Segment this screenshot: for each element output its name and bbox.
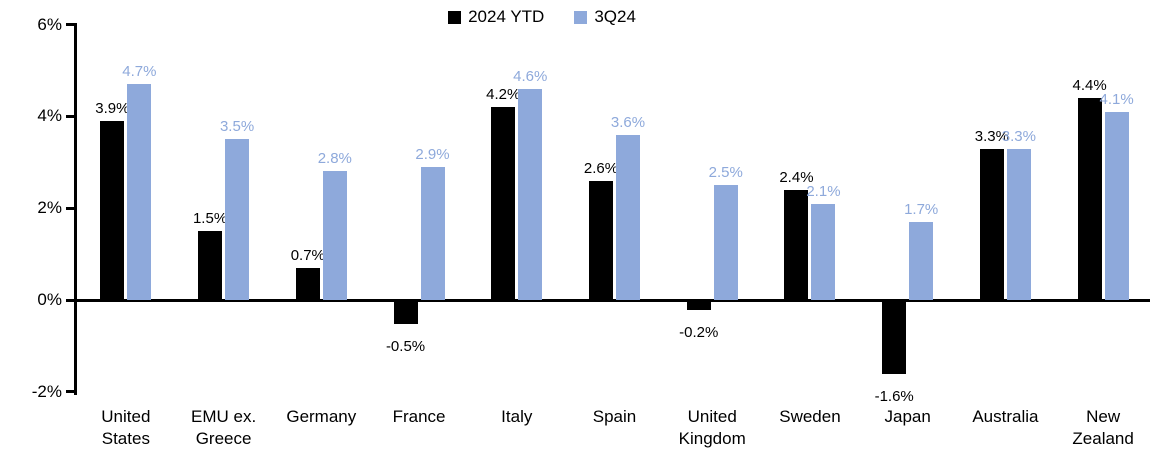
bar-label-2024-ytd-united-states: 3.9% (95, 99, 130, 117)
y-tick-label-6: 6% (37, 14, 62, 34)
category-label-france: France (392, 407, 446, 426)
bar-2024-ytd-new-zealand (1077, 98, 1102, 300)
bar-2024-ytd-germany (295, 267, 320, 300)
legend-item-3q24: 3Q24 (574, 7, 636, 27)
bar-3q24-united-states (127, 84, 152, 300)
bar-3q24-japan (909, 221, 934, 300)
legend-item-2024-ytd: 2024 YTD (448, 7, 544, 27)
bar-label-3q24-united-states: 4.7% (122, 63, 157, 81)
bar-label-3q24-spain: 3.6% (610, 113, 646, 131)
bar-2024-ytd-italy (491, 107, 516, 300)
bar-label-2024-ytd-united-kingdom: -0.2% (679, 324, 719, 342)
bar-label-2024-ytd-australia: 3.3% (974, 127, 1009, 145)
y-axis-line (74, 24, 77, 395)
category-label-germany: Germany (286, 407, 357, 426)
category-label-emu-ex-greece: EMU ex. Greece (190, 407, 257, 449)
chart-legend: 2024 YTD 3Q24 (0, 7, 1118, 27)
bar-label-2024-ytd-sweden: 2.4% (779, 168, 814, 186)
category-label-australia: Australia (972, 407, 1039, 426)
bar-3q24-united-kingdom (713, 185, 738, 300)
bar-2024-ytd-emu-ex-greece (198, 231, 223, 300)
legend-label-3q24: 3Q24 (594, 7, 636, 26)
bar-2024-ytd-sweden (784, 189, 809, 300)
bar-label-3q24-italy: 4.6% (513, 67, 548, 85)
bar-2024-ytd-australia (979, 148, 1004, 300)
bar-label-3q24-france: 2.9% (415, 145, 450, 163)
y-tick-mark-2 (66, 390, 77, 394)
bar-label-3q24-australia: 3.3% (1001, 127, 1036, 145)
y-tick-label-2: 2% (37, 198, 62, 218)
bar-3q24-italy (518, 88, 543, 300)
bar-2024-ytd-united-states (100, 120, 125, 300)
bar-3q24-sweden (811, 203, 836, 300)
y-tick-mark-6 (66, 23, 77, 27)
bar-3q24-australia (1006, 148, 1031, 300)
bar-label-2024-ytd-emu-ex-greece: 1.5% (192, 210, 228, 228)
y-tick-mark-2 (66, 206, 77, 210)
bar-label-3q24-sweden: 2.1% (806, 182, 841, 200)
bar-3q24-spain (616, 134, 640, 300)
legend-swatch-2024-ytd (448, 10, 462, 24)
category-label-spain: Spain (592, 407, 637, 426)
bar-label-2024-ytd-germany: 0.7% (290, 246, 325, 264)
bar-3q24-germany (322, 171, 347, 300)
bar-label-2024-ytd-new-zealand: 4.4% (1072, 77, 1107, 95)
bar-label-3q24-new-zealand: 4.1% (1099, 90, 1134, 108)
y-tick-mark-4 (66, 114, 77, 118)
category-label-sweden: Sweden (779, 407, 841, 426)
bar-2024-ytd-united-kingdom (686, 301, 711, 311)
bar-label-3q24-united-kingdom: 2.5% (708, 164, 743, 182)
y-tick-mark-0 (66, 298, 77, 302)
bar-2024-ytd-spain (589, 180, 613, 300)
bar-label-2024-ytd-france: -0.5% (385, 337, 426, 355)
bar-3q24-new-zealand (1104, 111, 1129, 300)
bar-label-3q24-japan: 1.7% (904, 200, 939, 218)
category-label-new-zealand: New Zealand (1072, 407, 1134, 449)
category-label-italy: Italy (501, 407, 533, 426)
category-label-united-kingdom: United Kingdom (678, 407, 746, 449)
y-tick-label-2: -2% (31, 381, 62, 401)
bar-3q24-france (420, 166, 445, 300)
bar-label-2024-ytd-italy: 4.2% (486, 86, 521, 104)
y-tick-label-4: 4% (37, 106, 62, 126)
bar-label-3q24-germany: 2.8% (317, 150, 352, 168)
bar-3q24-emu-ex-greece (225, 139, 250, 300)
legend-swatch-3q24 (574, 10, 588, 24)
bar-2024-ytd-france (393, 301, 418, 324)
bar-label-2024-ytd-spain: 2.6% (583, 159, 619, 177)
legend-label-2024-ytd: 2024 YTD (468, 7, 545, 26)
y-tick-label-0: 0% (37, 290, 62, 309)
category-label-united-states: United States (101, 407, 151, 449)
category-label-japan: Japan (884, 407, 931, 426)
bar-label-2024-ytd-japan: -1.6% (874, 388, 914, 406)
x-axis-line (74, 298, 1150, 302)
bar-label-3q24-emu-ex-greece: 3.5% (219, 118, 255, 136)
bar-2024-ytd-japan (882, 301, 907, 375)
